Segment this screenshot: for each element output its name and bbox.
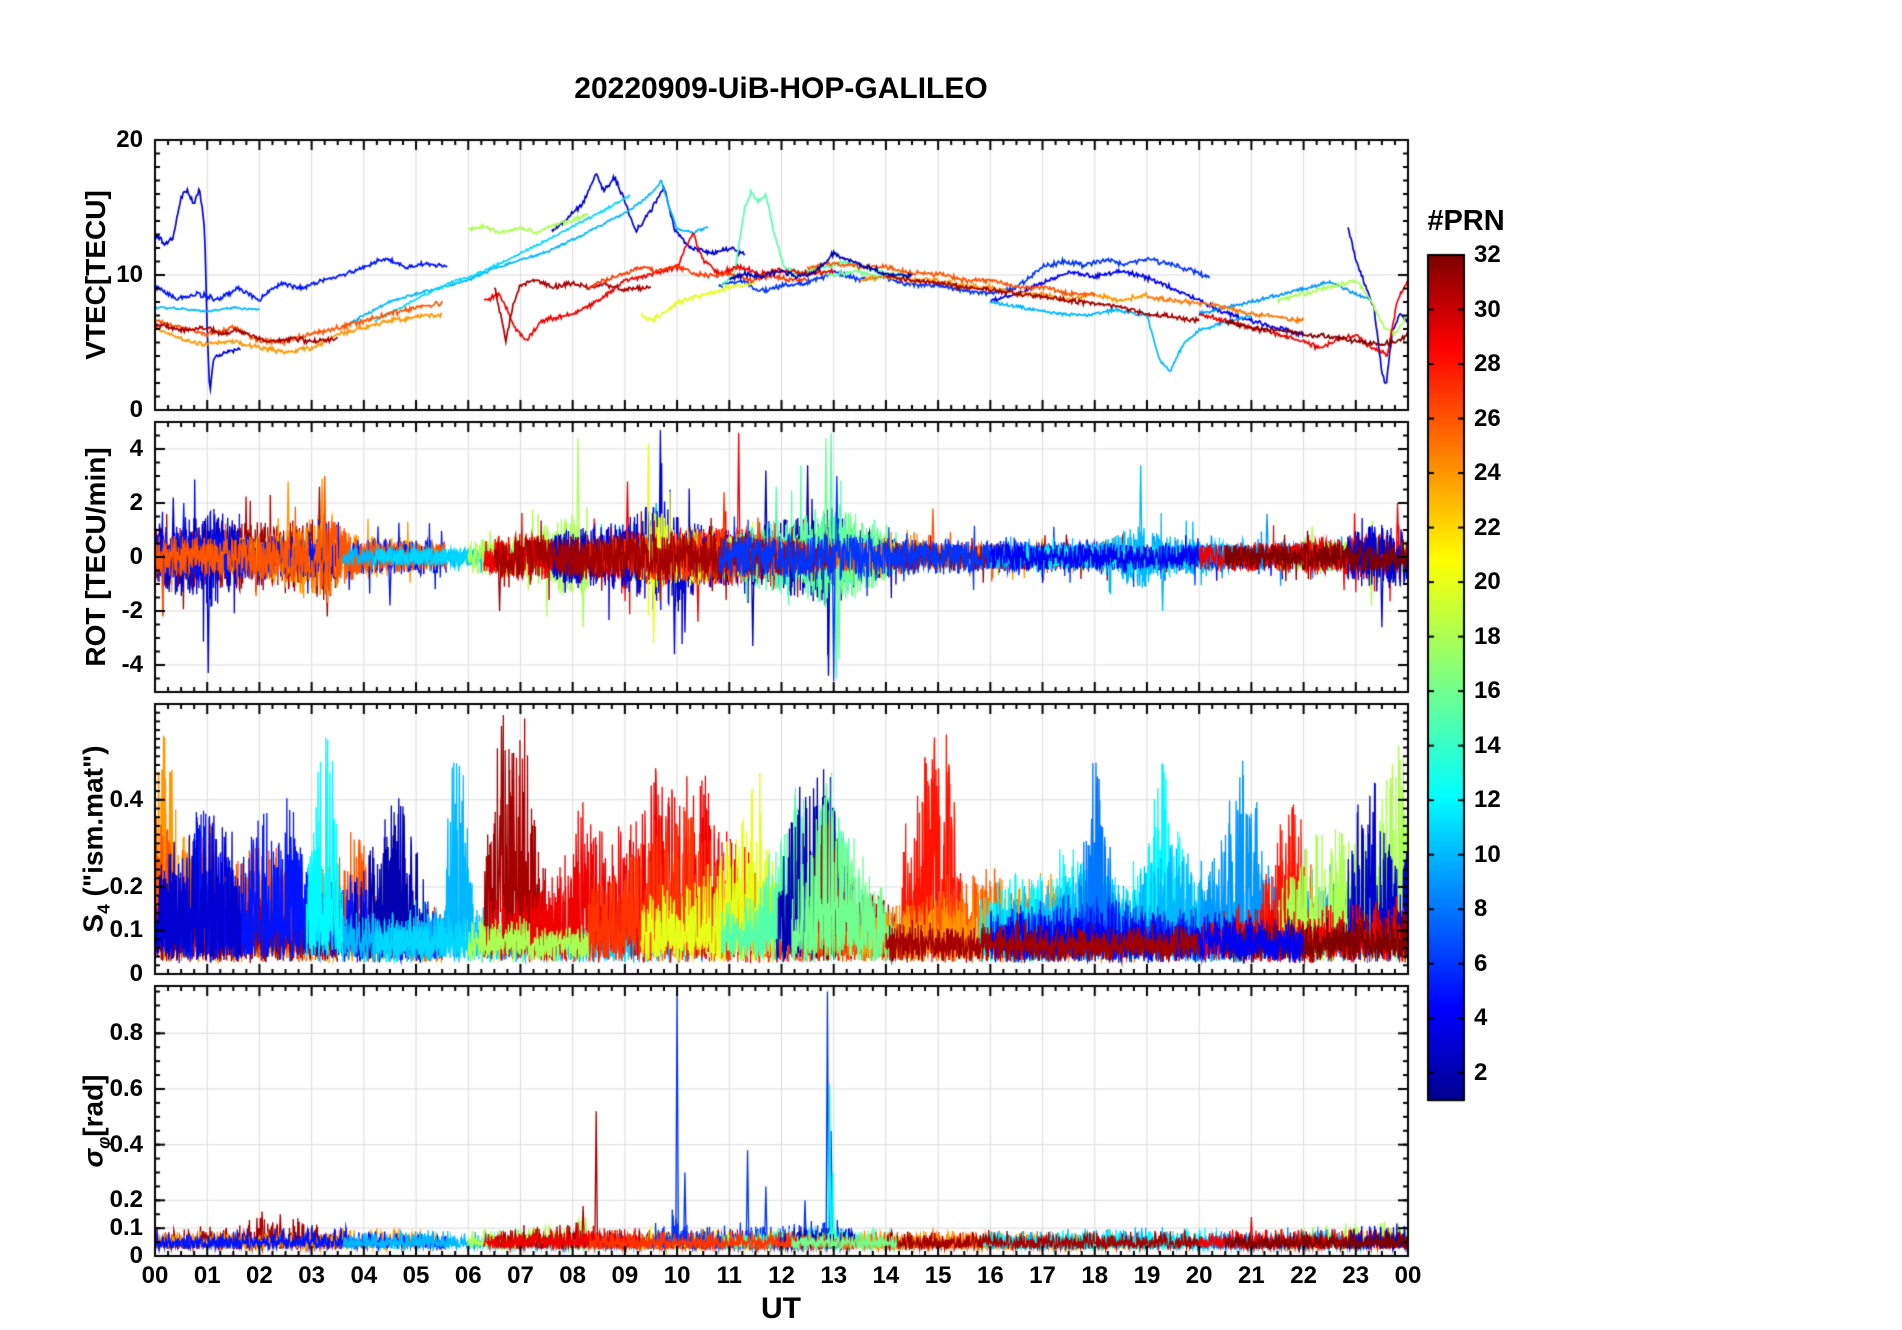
- y-tick-label: 2: [129, 489, 143, 516]
- y-axis-label-vtec: VTEC[TECU]: [80, 190, 111, 360]
- colorbar-tick-label: 16: [1474, 677, 1501, 705]
- x-axis-label: UT: [761, 1292, 801, 1325]
- y-tick-label: 0.4: [109, 785, 143, 813]
- colorbar-title: #PRN: [1427, 205, 1505, 237]
- y-tick-label: 0: [129, 1242, 143, 1269]
- x-tick-label: 12: [768, 1262, 795, 1289]
- x-tick-label: 15: [924, 1262, 952, 1289]
- x-tick-label: 19: [1133, 1262, 1161, 1289]
- y-tick-label: 0.2: [109, 1186, 143, 1214]
- colorbar-tick-label: 28: [1474, 350, 1501, 378]
- x-tick-label: 07: [507, 1262, 534, 1289]
- y-tick-label: 4: [129, 435, 143, 462]
- x-tick-label: 13: [820, 1262, 848, 1289]
- colorbar-tick-label: 2: [1474, 1058, 1488, 1086]
- x-tick-label: 10: [663, 1262, 691, 1289]
- colorbar-tick-label: 18: [1474, 622, 1501, 650]
- colorbar-tick-label: 30: [1474, 295, 1501, 323]
- x-tick-label: 11: [716, 1262, 742, 1289]
- x-tick-label: 21: [1238, 1262, 1265, 1289]
- y-tick-label: 20: [116, 126, 143, 153]
- colorbar-tick-label: 22: [1474, 513, 1501, 541]
- x-tick-label: 00: [141, 1262, 169, 1289]
- colorbar-tick-label: 32: [1474, 241, 1501, 268]
- colorbar-tick-label: 14: [1474, 731, 1501, 759]
- x-tick-label: 02: [246, 1262, 273, 1289]
- x-tick-label: 08: [559, 1262, 587, 1289]
- x-tick-label: 03: [298, 1262, 325, 1289]
- x-tick-label: 06: [454, 1262, 482, 1289]
- y-tick-label: 0.4: [109, 1130, 143, 1158]
- x-tick-label: 17: [1029, 1262, 1056, 1289]
- y-tick-label: -4: [121, 651, 143, 678]
- y-tick-label: 0.6: [109, 1074, 143, 1102]
- colorbar-tick-label: 6: [1474, 949, 1488, 977]
- x-tick-label: 01: [193, 1262, 221, 1289]
- colorbar-tick-label: 12: [1474, 786, 1501, 814]
- x-tick-label: 16: [976, 1262, 1004, 1289]
- colorbar-tick-label: 20: [1474, 568, 1501, 596]
- x-tick-label: 14: [872, 1262, 900, 1289]
- y-tick-label: 0: [129, 396, 143, 423]
- colorbar-tick-label: 4: [1474, 1004, 1488, 1032]
- x-tick-label: 23: [1342, 1262, 1370, 1289]
- y-axis-label-rot: ROT [TECU/min]: [80, 447, 111, 667]
- colorbar-tick-label: 24: [1474, 459, 1501, 487]
- y-tick-label: 0.1: [109, 1214, 143, 1242]
- x-tick-label: 18: [1081, 1262, 1109, 1289]
- y-tick-label: 0: [129, 960, 143, 987]
- x-tick-label: 20: [1185, 1262, 1213, 1289]
- x-tick-label: 05: [402, 1262, 430, 1289]
- y-tick-label: -2: [121, 597, 143, 624]
- y-tick-label: 0: [129, 543, 143, 570]
- y-axis-label-sigma_phi: σφ[rad]: [77, 1074, 114, 1168]
- y-tick-label: 0.2: [109, 872, 143, 900]
- y-tick-label: 10: [116, 261, 143, 288]
- x-tick-label: 22: [1290, 1262, 1317, 1289]
- colorbar-tick-label: 26: [1474, 404, 1501, 432]
- colorbar-tick-label: 10: [1474, 840, 1501, 868]
- x-tick-label: 04: [350, 1262, 378, 1289]
- chart-title: 20220909-UiB-HOP-GALILEO: [574, 72, 988, 105]
- colorbar-tick-label: 8: [1474, 895, 1488, 923]
- y-tick-label: 0.1: [109, 916, 143, 944]
- y-tick-label: 0.8: [109, 1019, 143, 1047]
- x-tick-label: 00: [1394, 1262, 1422, 1289]
- x-tick-label: 09: [611, 1262, 639, 1289]
- y-axis-label-s4: S4 ("ism.mat"): [77, 745, 114, 933]
